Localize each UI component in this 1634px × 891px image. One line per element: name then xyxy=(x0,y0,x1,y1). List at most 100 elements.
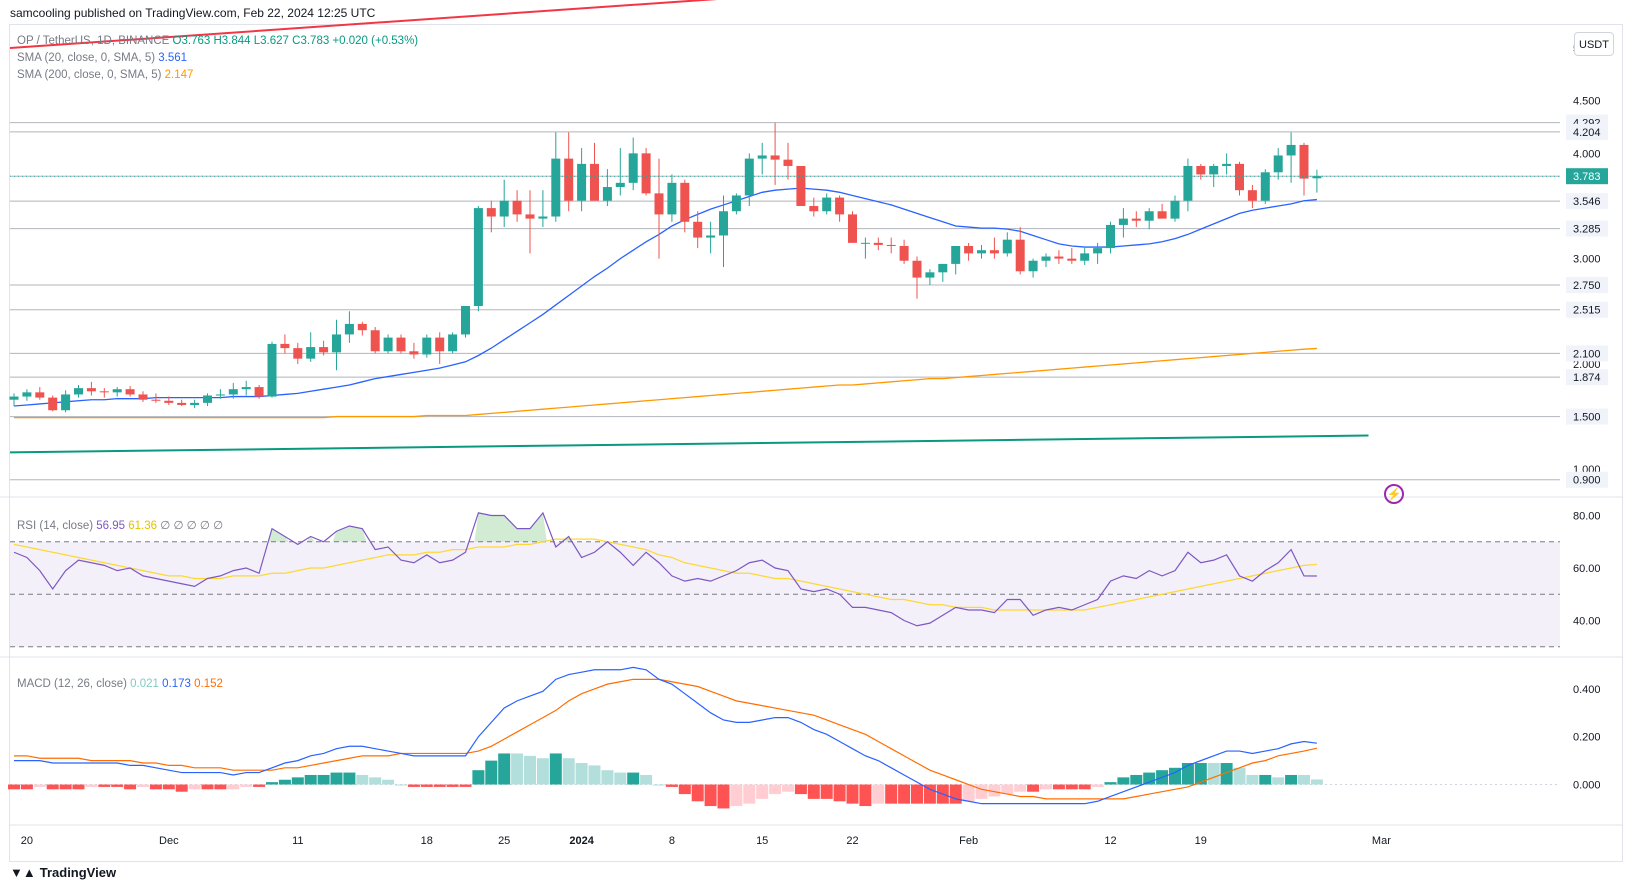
macd-histogram-bar xyxy=(137,784,149,787)
candle-body xyxy=(1196,165,1206,175)
candle xyxy=(1093,242,1103,264)
symbol-label[interactable]: OP / TetherUS, 1D, BINANCE xyxy=(17,35,170,47)
macd-histogram-bar xyxy=(291,777,304,785)
publisher-caption: samcooling published on TradingView.com,… xyxy=(10,6,376,20)
candle xyxy=(1106,221,1115,254)
currency-button[interactable]: USDT xyxy=(1574,32,1614,56)
candle xyxy=(486,200,496,233)
candle-body xyxy=(602,187,612,201)
rsi-legend[interactable]: RSI (14, close) 56.95 61.36 ∅ ∅ ∅ ∅ ∅ xyxy=(17,518,223,532)
sma20-legend[interactable]: SMA (20, close, 0, SMA, 5) 3.561 xyxy=(17,52,187,64)
macd-histogram-bar xyxy=(1298,774,1310,785)
macd-histogram-bar xyxy=(124,784,137,790)
candle-body xyxy=(396,337,406,352)
candle xyxy=(306,332,316,362)
lightning-icon[interactable]: ⚡ xyxy=(1384,484,1404,504)
candle xyxy=(1286,132,1296,183)
macd-histogram-bar xyxy=(498,753,511,785)
rsi-value: 56.95 xyxy=(96,520,126,532)
candle xyxy=(1170,195,1180,222)
candle xyxy=(925,269,935,285)
macd-histogram-bar xyxy=(949,784,962,804)
macd-y-tick-label: 0.000 xyxy=(1573,780,1601,792)
candle xyxy=(1054,250,1064,264)
candle xyxy=(9,393,19,407)
macd-histogram-bar xyxy=(227,784,240,790)
macd-histogram-bar xyxy=(601,770,614,785)
candle xyxy=(731,193,741,215)
candle-body xyxy=(241,387,251,390)
price-level-label: 3.546 xyxy=(1573,196,1601,208)
candle-body xyxy=(951,245,961,264)
macd-histogram-bar xyxy=(485,760,498,785)
candle-body xyxy=(512,200,522,215)
candle xyxy=(590,142,599,201)
macd-histogram-bar xyxy=(885,784,898,804)
x-tick-label: 2024 xyxy=(569,835,594,847)
candle xyxy=(332,319,341,371)
x-tick-label: 19 xyxy=(1195,835,1207,847)
macd-histogram-bar xyxy=(524,755,536,785)
candle xyxy=(61,390,71,413)
macd-histogram-bar xyxy=(1078,784,1091,790)
candle-body xyxy=(1170,200,1180,219)
candle xyxy=(267,341,277,398)
x-tick-label: 22 xyxy=(846,835,858,847)
candle-body xyxy=(835,197,845,215)
macd-legend[interactable]: MACD (12, 26, close) 0.021 0.173 0.152 xyxy=(17,678,223,690)
candle-body xyxy=(1144,211,1154,221)
macd-histogram-bar xyxy=(278,779,291,785)
macd-histogram-bar xyxy=(1001,784,1014,795)
macd-histogram-bar xyxy=(794,784,807,795)
candle-body xyxy=(783,159,793,166)
candle-body xyxy=(1028,260,1038,272)
rsi-ma-line xyxy=(13,538,1317,611)
x-tick-label: 12 xyxy=(1104,835,1116,847)
macd-histogram-bar xyxy=(562,758,575,785)
price-level-tag xyxy=(1566,193,1608,210)
sma20-line xyxy=(13,187,1317,407)
candle-body xyxy=(1209,165,1219,175)
candle xyxy=(138,391,148,402)
macd-histogram-bar xyxy=(395,784,407,786)
macd-histogram-bar xyxy=(575,763,588,785)
price-level-label: 2.515 xyxy=(1573,305,1601,317)
macd-histogram-bar xyxy=(1052,784,1065,790)
rsi-overbought-fill xyxy=(268,528,289,542)
candle xyxy=(835,195,845,222)
macd-histogram-bar xyxy=(1207,763,1220,785)
candle xyxy=(383,334,393,354)
x-tick-label: 20 xyxy=(21,835,33,847)
macd-histogram-bar xyxy=(201,784,214,790)
price-level-tag xyxy=(1566,276,1608,293)
rsi-ma-value: 61.36 xyxy=(128,520,158,532)
macd-histogram-bar xyxy=(833,784,846,802)
macd-histogram-bar xyxy=(1014,784,1027,792)
candle-body xyxy=(164,400,174,403)
candle-body xyxy=(719,211,728,236)
macd-histogram-bar xyxy=(188,784,201,790)
macd-histogram-bar xyxy=(72,784,85,790)
candle xyxy=(1273,148,1283,180)
candle-body xyxy=(383,337,393,352)
footer-brand[interactable]: ▼▲ TradingView xyxy=(10,865,116,880)
candle xyxy=(1209,163,1219,188)
price-level-tag xyxy=(1566,168,1608,185)
ohlc-open: O3.763 xyxy=(172,35,211,47)
candle-body xyxy=(319,347,329,353)
macd-histogram-bar xyxy=(962,784,975,802)
sma200-legend[interactable]: SMA (200, close, 0, SMA, 5) 2.147 xyxy=(17,69,193,81)
macd-histogram-bar xyxy=(653,784,665,786)
candle-body xyxy=(203,395,212,403)
green-trendline xyxy=(9,434,1369,454)
candle-body xyxy=(615,182,625,188)
y-tick-label: 2.000 xyxy=(1573,359,1601,371)
sma200-value: 2.147 xyxy=(164,69,194,81)
candle-body xyxy=(886,244,896,246)
candle xyxy=(989,237,999,259)
macd-histogram-bar xyxy=(614,772,627,785)
x-tick-label: 11 xyxy=(292,835,303,847)
macd-signal-value: 0.152 xyxy=(194,678,223,690)
macd-histogram-bar xyxy=(356,774,369,785)
